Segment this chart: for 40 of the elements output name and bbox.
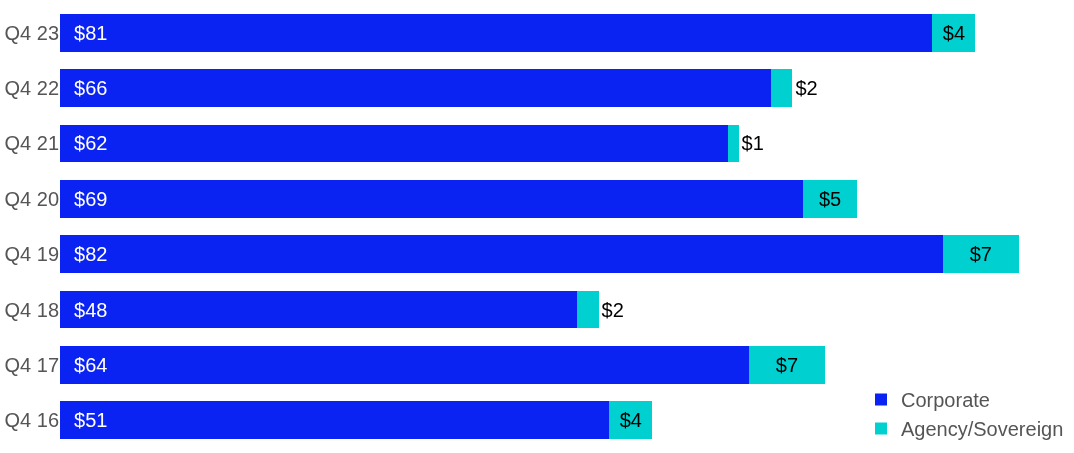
bar [943, 235, 1019, 274]
bar [60, 235, 944, 274]
bar [60, 13, 933, 52]
y-tick-label: Q4 21 [4, 132, 59, 155]
data-label: $2 [601, 298, 624, 321]
data-label: $2 [795, 77, 818, 100]
data-label: $81 [63, 21, 108, 44]
bar [576, 290, 599, 329]
bar [60, 290, 577, 329]
data-label: $66 [63, 77, 108, 100]
y-tick-label: Q4 18 [4, 298, 59, 321]
data-label: $4 [619, 409, 642, 432]
y-tick-label: Q4 22 [4, 77, 59, 100]
bar [749, 346, 825, 384]
legend-label: Corporate [901, 389, 990, 412]
data-label: $69 [63, 187, 108, 210]
y-tick-label: Q4 23 [4, 21, 59, 44]
bar [60, 179, 804, 218]
data-label: $5 [818, 187, 842, 210]
data-label: $82 [63, 243, 108, 266]
data-label: $4 [942, 21, 966, 44]
legend-label: Agency/Sovereign [901, 418, 1064, 441]
y-tick-label: Q4 17 [4, 353, 59, 376]
bar [770, 69, 793, 107]
bar [60, 69, 771, 107]
bar [60, 401, 610, 440]
data-label: $48 [63, 298, 108, 321]
y-tick-label: Q4 20 [4, 187, 59, 210]
data-label: $51 [63, 409, 108, 432]
data-label: $1 [741, 132, 764, 155]
bar [60, 346, 750, 384]
data-label: $62 [63, 132, 108, 155]
data-label: $64 [63, 353, 108, 376]
bar [727, 124, 739, 163]
y-tick-label: Q4 19 [4, 243, 59, 266]
data-label: $7 [969, 243, 992, 266]
data-label: $7 [775, 353, 799, 376]
bar [803, 179, 857, 218]
y-tick-label: Q4 16 [4, 409, 59, 432]
bar [60, 124, 728, 163]
